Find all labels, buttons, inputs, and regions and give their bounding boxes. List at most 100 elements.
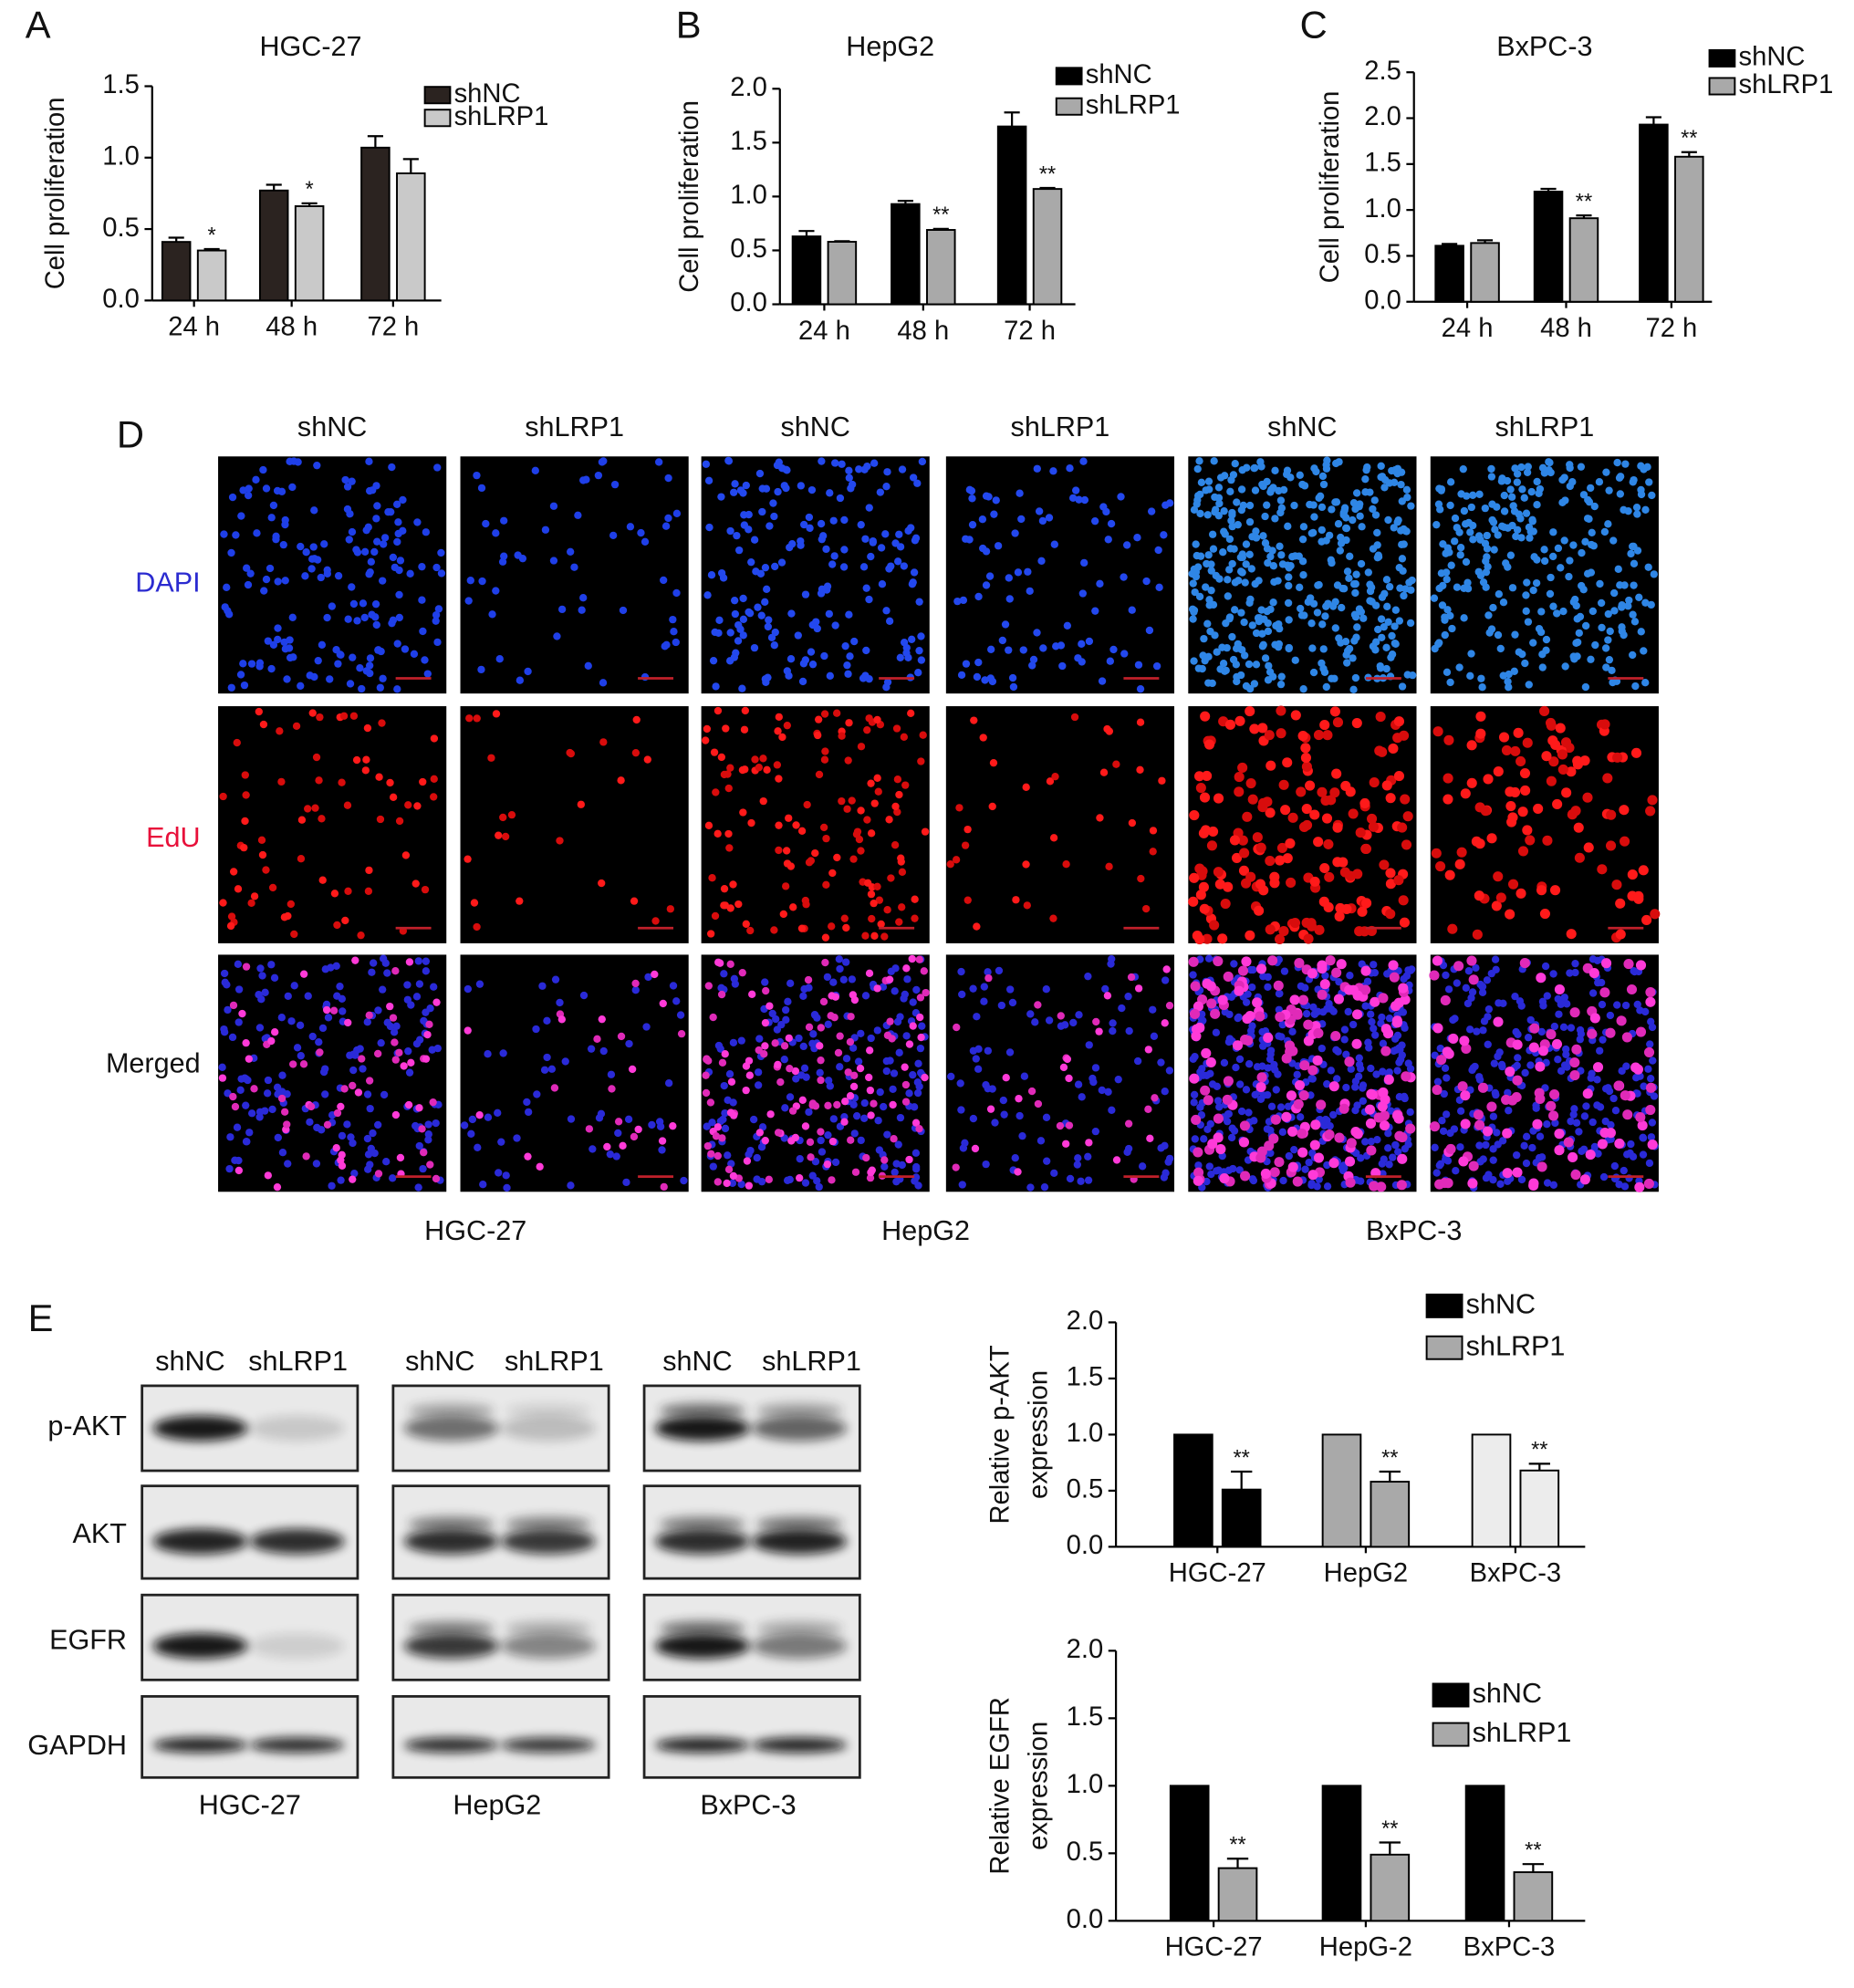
band [654,1415,750,1442]
cell-nucleus [1190,1098,1198,1107]
cell-nucleus [1197,478,1206,486]
cell-nucleus [1091,1064,1100,1072]
cell-nucleus [713,1178,722,1186]
lane-label: shLRP1 [248,1346,348,1377]
cell-nucleus [1268,546,1276,555]
cell-nucleus [727,1077,736,1086]
protein-label: AKT [73,1518,127,1549]
cell-nucleus [1408,576,1416,585]
cell-nucleus [238,1009,246,1018]
cell-nucleus [783,859,792,868]
cell-nucleus [1598,1000,1607,1009]
significance-label: * [208,224,216,247]
cell-nucleus [1357,1177,1365,1185]
cell-nucleus [1124,1144,1133,1153]
cell-nucleus [1224,592,1232,600]
y-tick-label: 0.0 [1067,1531,1104,1560]
cell-nucleus [815,1182,823,1192]
cell-nucleus [738,968,746,977]
cell-nucleus [1574,852,1585,863]
cell-nucleus [1647,795,1658,806]
cell-nucleus [1398,497,1406,505]
band [659,1515,746,1532]
cell-nucleus [1456,551,1464,559]
cell-nucleus [500,552,508,560]
cell-nucleus [1383,602,1391,610]
cell-nucleus [1049,834,1058,842]
cell-nucleus [474,1143,482,1151]
cell-nucleus [324,1014,333,1022]
cell-nucleus [961,841,970,849]
cell-nucleus [1353,1101,1361,1109]
cell-nucleus [1098,1086,1106,1095]
row-label: Merged [106,1047,201,1078]
cell-nucleus [1367,1064,1375,1073]
cell-nucleus [1321,972,1329,980]
cell-nucleus [1505,1066,1515,1077]
lane-label: shLRP1 [505,1346,604,1377]
cell-nucleus [1541,962,1550,971]
cell-nucleus [1317,960,1328,971]
cell-nucleus [726,764,734,772]
cell-nucleus [334,660,342,668]
cell-nucleus [1643,1178,1654,1189]
cell-nucleus [1453,961,1464,972]
cell-nucleus [911,1119,921,1127]
cell-nucleus [513,1134,521,1142]
cell-nucleus [818,585,827,593]
cell-nucleus [289,1060,297,1068]
cell-nucleus [1377,615,1386,623]
cell-nucleus [1639,1134,1648,1142]
cell-nucleus [549,502,558,510]
cell-nucleus [813,1014,821,1022]
cell-nucleus [786,979,795,987]
cell-nucleus [1229,655,1238,664]
cell-nucleus [808,1101,817,1109]
cell-nucleus [1361,898,1372,909]
cell-nucleus [1328,1158,1339,1169]
cell-nucleus [1599,1172,1609,1181]
cell-nucleus [1370,1025,1378,1033]
y-tick-label: 0.5 [1364,240,1401,269]
cell-nucleus [1535,1093,1546,1104]
cell-nucleus [1596,579,1604,588]
cell-nucleus [1522,1132,1531,1141]
cell-nucleus [1645,806,1656,817]
cell-nucleus [1536,973,1547,984]
column-header: shLRP1 [1495,411,1594,442]
legend-swatch [1708,48,1736,68]
cell-nucleus [877,920,885,929]
cell-nucleus [252,475,260,484]
cell-nucleus [1146,1134,1154,1142]
cell-nucleus [829,516,838,525]
cell-nucleus [1366,1145,1377,1156]
cell-nucleus [1551,1038,1563,1049]
error-bar [1231,1470,1253,1490]
cell-nucleus [1136,684,1145,693]
cell-nucleus [470,899,479,907]
cell-nucleus [1388,466,1396,475]
cell-nucleus [745,1181,754,1190]
cell-nucleus [1232,1063,1240,1072]
cell-nucleus [729,1038,738,1047]
cell-nucleus [1466,955,1477,966]
cell-nucleus [709,656,718,665]
cell-nucleus [1351,673,1360,682]
cell-nucleus [765,1175,773,1183]
cell-nucleus [1236,671,1245,680]
cell-nucleus [861,992,870,1000]
cell-nucleus [1206,998,1217,1009]
cell-nucleus [1434,640,1443,649]
bar [196,249,227,302]
cell-nucleus [708,874,716,882]
cell-nucleus [1390,1035,1400,1043]
cell-nucleus [1228,632,1236,641]
cell-nucleus [264,1076,273,1085]
cell-nucleus [664,514,672,523]
cell-nucleus [1098,677,1107,685]
cell-nucleus [299,970,308,978]
cell-nucleus [672,509,682,517]
cell-nucleus [359,1065,367,1073]
cell-nucleus [1620,1182,1630,1191]
